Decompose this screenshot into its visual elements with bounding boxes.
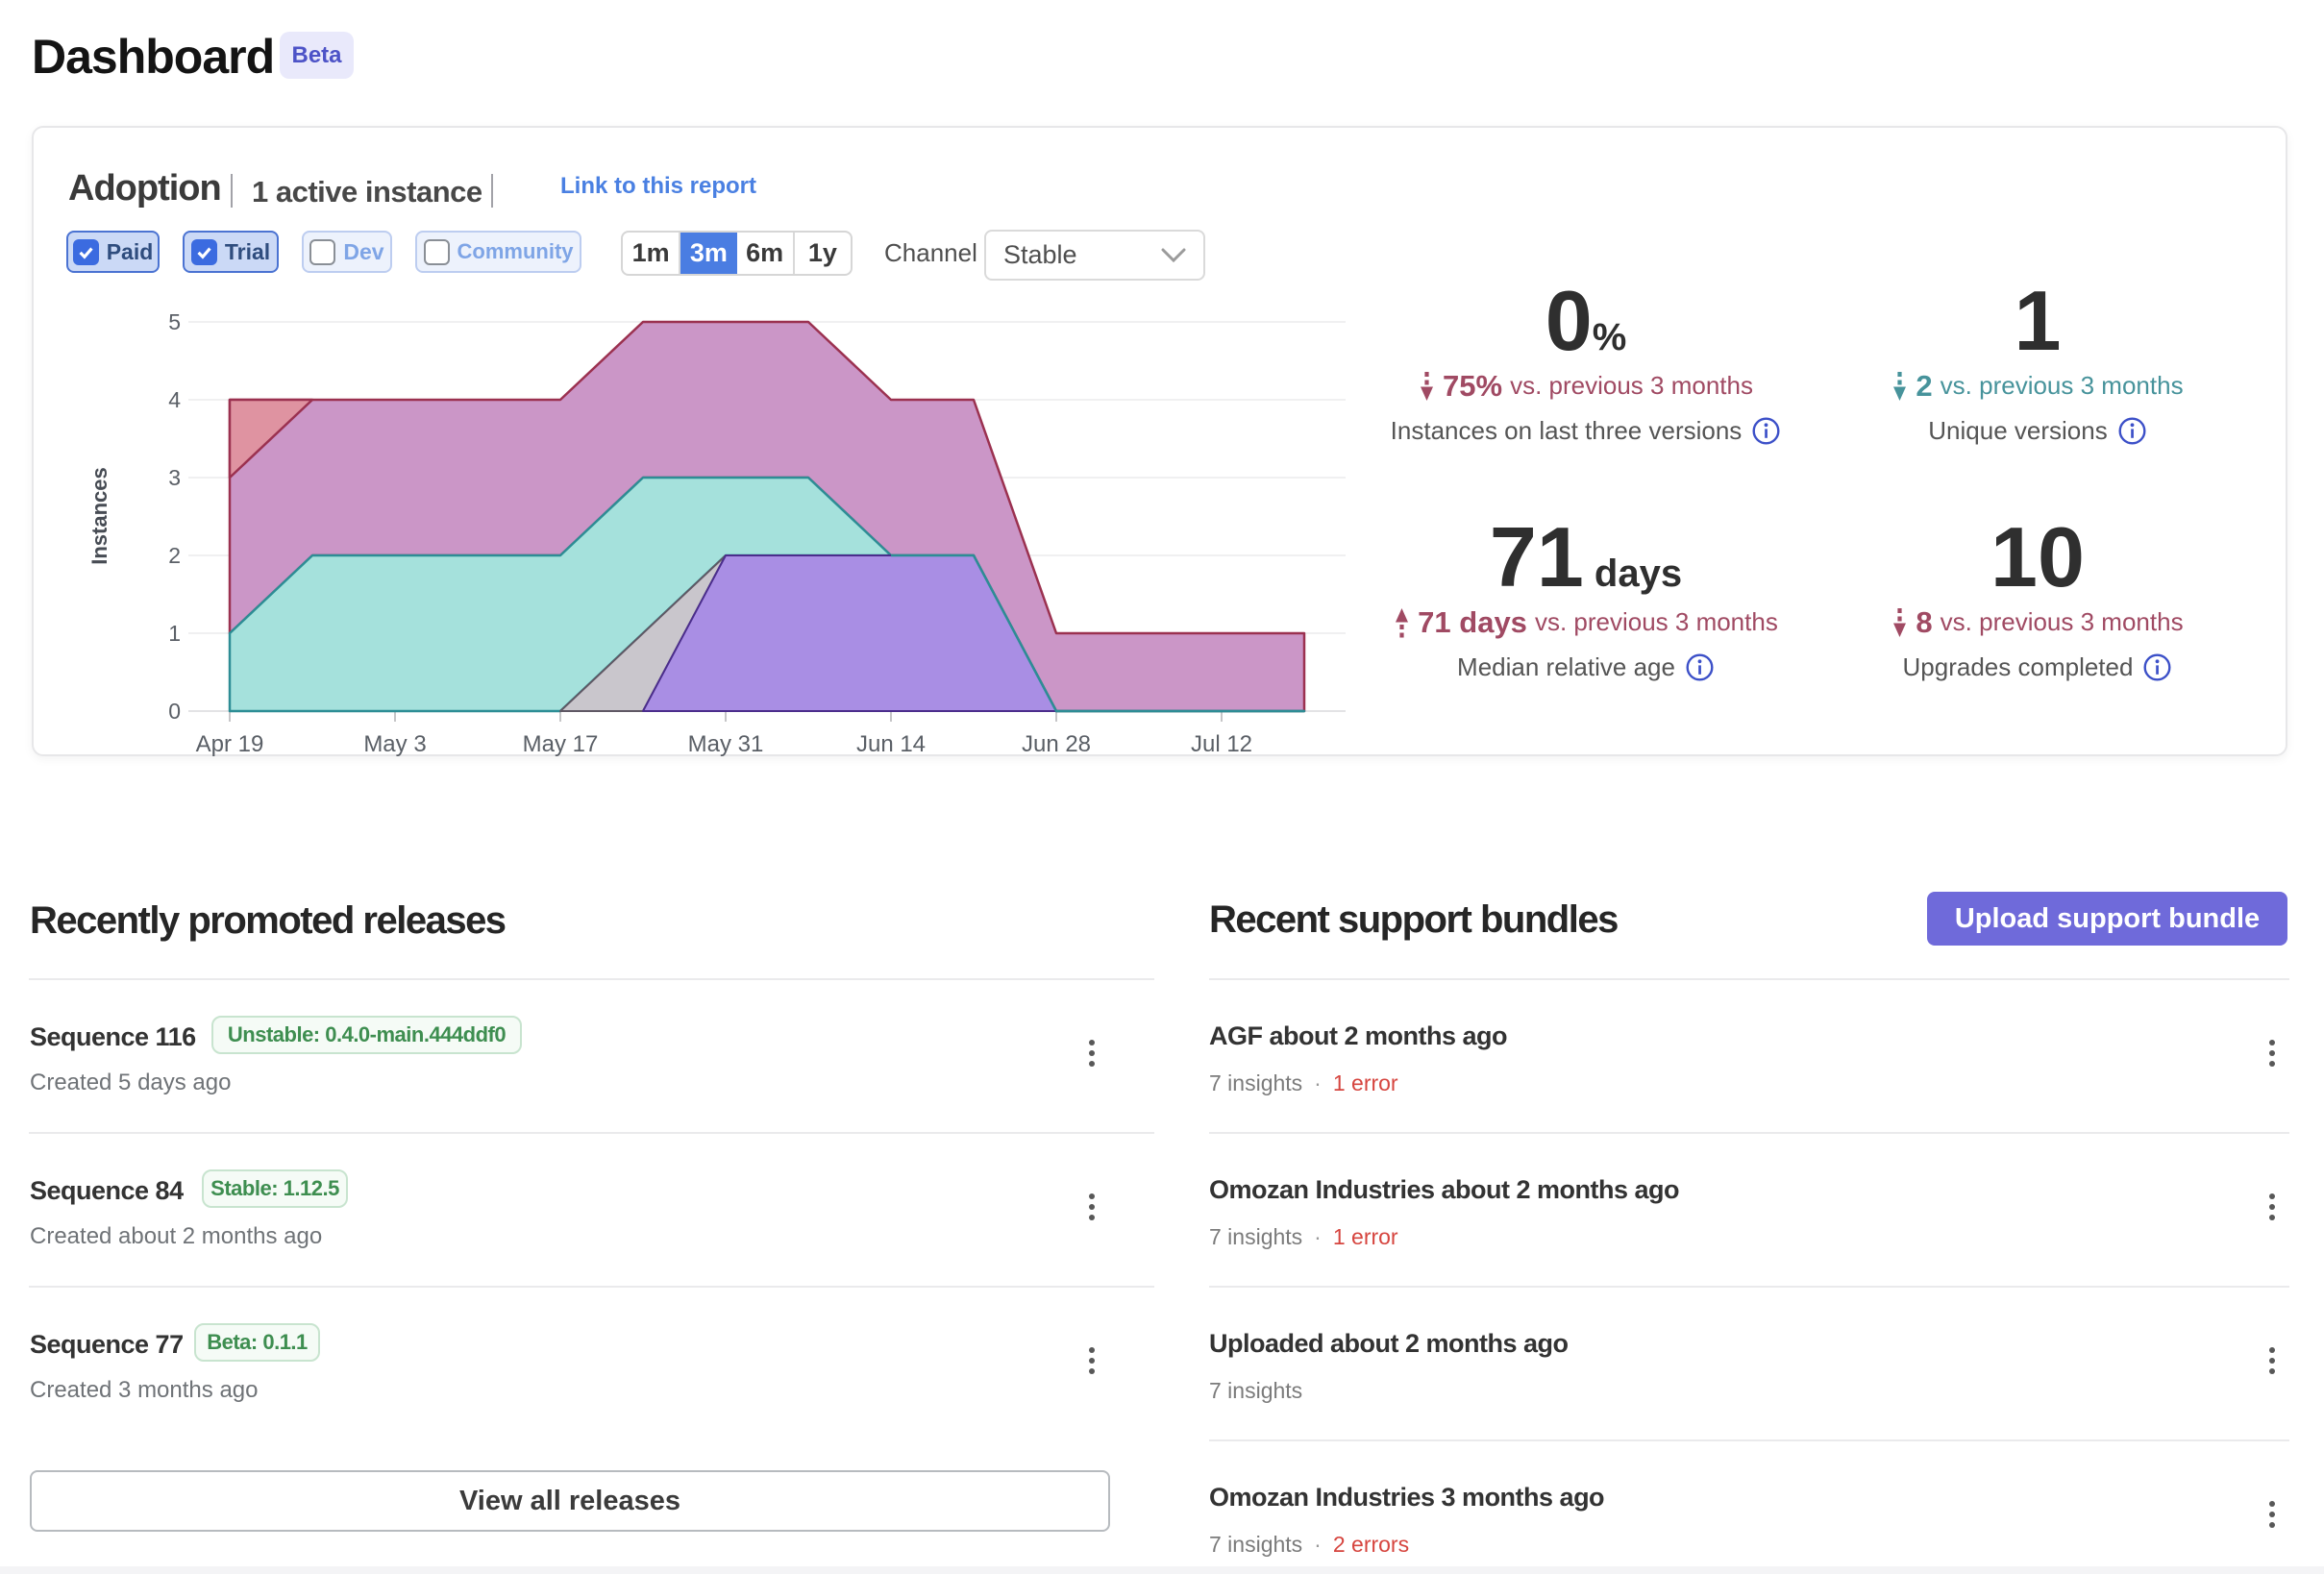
svg-text:Instances: Instances (87, 467, 111, 565)
svg-text:May 31: May 31 (688, 731, 764, 757)
svg-text:2: 2 (168, 543, 181, 568)
svg-text:Jul 12: Jul 12 (1191, 731, 1252, 757)
svg-text:3: 3 (168, 465, 181, 490)
svg-text:May 17: May 17 (523, 731, 599, 757)
svg-text:5: 5 (168, 309, 181, 334)
svg-text:Jun 28: Jun 28 (1022, 731, 1091, 757)
svg-text:Jun 14: Jun 14 (856, 731, 926, 757)
svg-text:May 3: May 3 (363, 731, 426, 757)
svg-text:1: 1 (168, 621, 181, 646)
svg-text:Apr 19: Apr 19 (196, 731, 264, 757)
svg-text:4: 4 (168, 387, 181, 412)
svg-text:0: 0 (168, 699, 181, 724)
